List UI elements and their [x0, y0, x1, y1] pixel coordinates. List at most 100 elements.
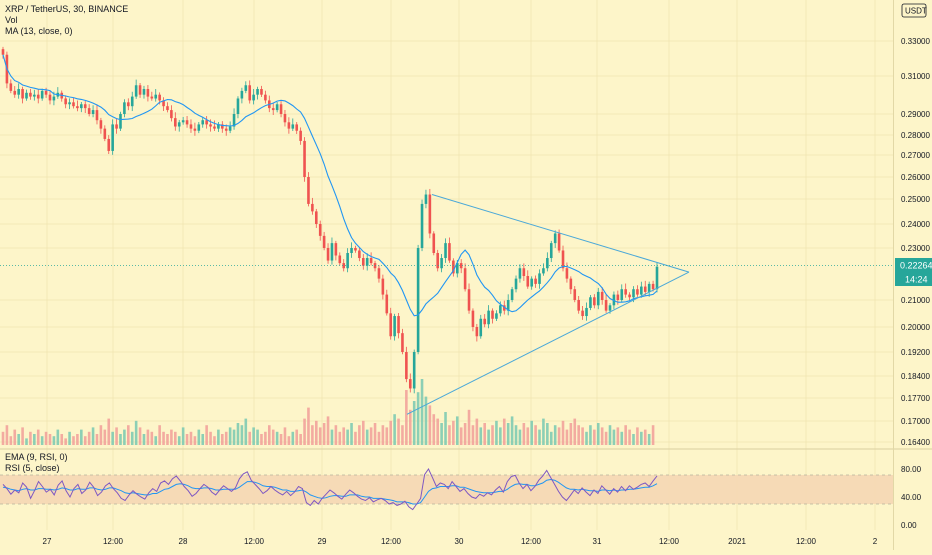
time-tick-label: 31	[593, 537, 602, 546]
volume-bar	[538, 429, 541, 445]
price-tick-label: 0.18400	[901, 372, 930, 381]
volume-bar	[72, 436, 75, 445]
time-axis-tick-labels[interactable]: 27 12:00 28 12:00 29 12:00 30 12:00 31 12:00 2021 1…	[43, 537, 878, 546]
candle-body	[475, 327, 479, 337]
ema-line	[2, 478, 658, 505]
volume-bar	[596, 423, 600, 445]
volume-bar	[405, 390, 408, 445]
candle-body	[381, 278, 385, 295]
candle-body	[177, 122, 181, 127]
candle-body	[240, 90, 244, 99]
volume-bar	[95, 434, 99, 445]
volume-bar	[213, 436, 216, 445]
candle-body	[64, 98, 67, 105]
volume-bar	[393, 414, 396, 445]
candle-body	[471, 310, 475, 327]
candle-body	[636, 289, 639, 295]
volume-bar	[385, 427, 389, 445]
candle-body	[514, 278, 518, 290]
candle-body	[546, 258, 549, 269]
volume-bar	[193, 436, 197, 445]
last-price-label-bg	[895, 258, 932, 272]
candle-body	[87, 108, 91, 114]
volume-bar	[636, 427, 639, 445]
candle-body	[83, 104, 87, 109]
countdown-label: 14:24	[905, 275, 928, 285]
currency-badge[interactable]: USDT	[905, 7, 927, 16]
candle-body	[127, 102, 130, 107]
ma-indicator-label[interactable]: MA (13, close, 0)	[5, 26, 73, 36]
candle-body	[338, 255, 342, 264]
time-tick-label: 12:00	[244, 537, 265, 546]
candle-body	[569, 278, 573, 290]
volume-bar	[115, 427, 118, 445]
volume-bar	[130, 431, 134, 445]
price-tick-label: 0.20000	[901, 323, 930, 332]
last-price-label: 0.22264	[900, 261, 932, 271]
candle-body	[232, 114, 236, 127]
candle-body	[491, 310, 494, 319]
volume-bar	[307, 407, 310, 445]
volume-bar	[632, 434, 635, 445]
volume-bar	[17, 434, 20, 445]
ema-indicator-label[interactable]: EMA (9, RSI, 0)	[5, 452, 68, 462]
candle-body	[166, 106, 169, 111]
volume-bar	[154, 436, 158, 445]
candle-body	[76, 106, 79, 109]
candle-body	[134, 85, 138, 97]
candle-body	[1, 49, 5, 55]
rsi-axis-tick-labels[interactable]: 80.00 40.00 0.00	[901, 465, 922, 530]
price-tick-label: 0.27000	[901, 151, 930, 160]
candle-body	[138, 85, 142, 95]
volume-bar	[134, 420, 138, 445]
candle-body	[40, 90, 44, 99]
volume-bar	[455, 416, 459, 445]
candle-body	[209, 124, 212, 127]
candle-body	[479, 318, 483, 337]
candle-body	[526, 276, 530, 287]
volume-bar	[174, 431, 177, 445]
symbol-title[interactable]: XRP / TetherUS, 30, BINANCE	[5, 4, 129, 14]
candle-body	[303, 140, 306, 177]
candle-body	[538, 273, 541, 284]
candle-body	[412, 352, 416, 389]
volume-bar	[557, 427, 561, 445]
volume-bar	[185, 434, 189, 445]
volume-bar	[209, 431, 212, 445]
candle-body	[236, 98, 240, 114]
rsi-indicator-label[interactable]: RSI (5, close)	[5, 463, 60, 473]
symmetrical-triangle-drawing[interactable]	[406, 194, 690, 415]
volume-bar	[506, 423, 510, 445]
volume-bar	[221, 434, 224, 445]
volume-bar	[201, 434, 205, 445]
volume-indicator-label[interactable]: Vol	[5, 15, 18, 25]
candle-body	[213, 126, 216, 129]
volume-bar	[326, 416, 330, 445]
candle-body	[158, 94, 161, 101]
candle-body	[25, 92, 28, 99]
candle-body	[111, 124, 114, 151]
candle-body	[130, 96, 134, 107]
volume-bar	[499, 427, 502, 445]
candle-body	[115, 124, 118, 129]
candle-body	[307, 177, 310, 204]
volume-bar	[64, 438, 67, 445]
currency-badge-box[interactable]	[901, 3, 927, 18]
time-tick-label: 2	[873, 537, 878, 546]
volume-bar	[616, 427, 620, 445]
candle-body	[314, 211, 318, 224]
candle-body	[271, 108, 275, 111]
candle-body	[201, 120, 205, 125]
candle-body	[522, 268, 526, 277]
volume-bar	[495, 420, 498, 445]
volume-bar	[377, 431, 381, 445]
volume-bar	[436, 418, 439, 445]
candle-body	[291, 124, 295, 129]
rsi-tick-label: 80.00	[901, 465, 922, 474]
candle-body	[48, 94, 52, 101]
price-axis-tick-labels[interactable]: 0.33000 0.31000 0.29000 0.28000 0.27000 0.260…	[901, 37, 930, 447]
candle-body	[354, 248, 357, 251]
volume-bar	[432, 414, 436, 445]
candle-body	[260, 89, 263, 95]
